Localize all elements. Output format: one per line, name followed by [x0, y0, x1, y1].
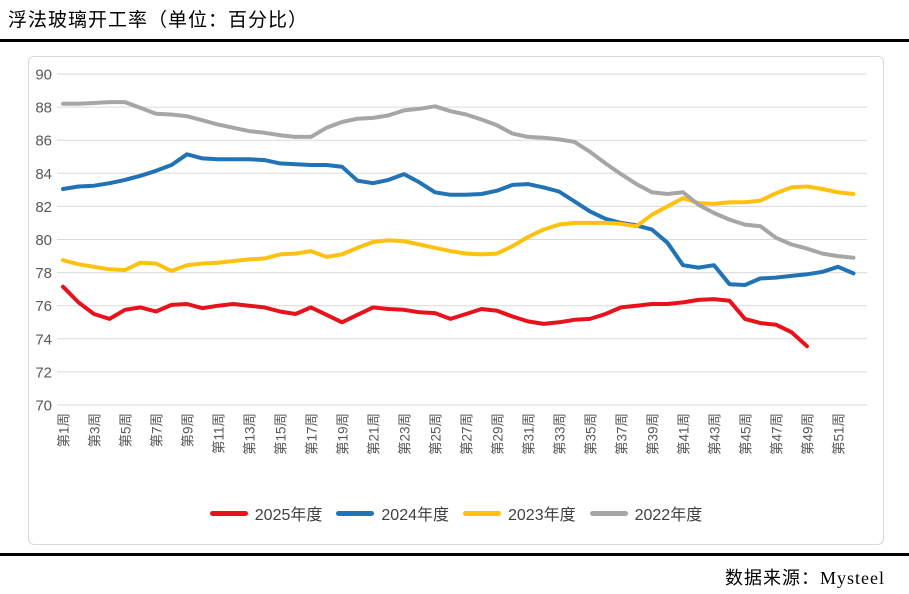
x-axis-labels: 第1周 第3周 第5周 第7周 第9周 第11周 第13周 第15周 第17周 第19周 第21周第… — [56, 413, 847, 455]
x-tick-label: 第9周 — [180, 413, 196, 448]
top-divider — [0, 39, 909, 42]
legend-item: 2022年度 — [589, 501, 703, 525]
x-tick-label: 第7周 — [149, 413, 165, 448]
legend-label: 2025年度 — [254, 507, 323, 524]
x-tick-label: 第33周 — [552, 413, 568, 455]
legend-item: 2025年度 — [209, 501, 323, 525]
x-tick-label: 第21周 — [366, 413, 382, 455]
gridlines — [57, 73, 867, 406]
bottom-divider — [0, 553, 909, 556]
legend-label: 2023年度 — [508, 507, 576, 524]
x-tick-label: 第39周 — [645, 413, 661, 455]
y-tick-label: 88 — [35, 100, 52, 117]
y-tick-label: 72 — [35, 364, 52, 381]
legend-label: 2022年度 — [634, 507, 703, 524]
y-tick-label: 80 — [35, 232, 52, 249]
legend-item: 2023年度 — [463, 501, 576, 525]
x-tick-label: 第51周 — [831, 413, 847, 455]
series-line-2024年度 — [61, 152, 856, 287]
x-tick-label: 第25周 — [428, 413, 444, 455]
x-tick-label: 第47周 — [769, 413, 785, 455]
y-tick-label: 78 — [35, 265, 52, 282]
y-tick-label: 86 — [35, 133, 52, 150]
legend-swatch-icon — [209, 510, 248, 516]
y-tick-label: 90 — [35, 67, 52, 84]
data-source: 数据来源：Mysteel — [725, 568, 885, 588]
x-tick-label: 第45周 — [738, 413, 754, 455]
x-tick-label: 第1周 — [56, 413, 72, 448]
x-tick-label: 第13周 — [242, 413, 258, 455]
legend: 2025年度 2024年度 2023年度 2022年度 — [29, 501, 883, 525]
legend-swatch-icon — [463, 510, 501, 516]
series-line-2023年度 — [61, 184, 856, 273]
y-tick-label: 82 — [35, 199, 52, 216]
y-tick-label: 74 — [35, 331, 52, 348]
x-tick-label: 第27周 — [459, 413, 475, 455]
y-tick-label: 84 — [35, 166, 52, 183]
x-tick-label: 第35周 — [583, 413, 599, 455]
series-line-2025年度 — [61, 284, 809, 349]
y-tick-label: 76 — [35, 298, 52, 315]
x-tick-label: 第29周 — [490, 413, 506, 455]
x-tick-label: 第3周 — [87, 413, 103, 448]
x-tick-label: 第41周 — [676, 413, 692, 455]
x-tick-label: 第37周 — [614, 413, 630, 455]
x-tick-label: 第15周 — [273, 413, 289, 455]
chart-container: 90 88 86 84 82 80 78 76 74 72 70 第1周 第3周 第5周 第7周 第9周 第11… — [28, 56, 884, 545]
legend-swatch-icon — [336, 510, 375, 516]
x-tick-label: 第19周 — [335, 413, 351, 455]
x-tick-label: 第11周 — [211, 413, 227, 454]
legend-swatch-icon — [589, 510, 628, 516]
x-tick-label: 第49周 — [800, 413, 816, 455]
x-tick-label: 第43周 — [707, 413, 723, 455]
legend-label: 2024年度 — [381, 507, 449, 524]
series-line-2022年度 — [61, 100, 856, 260]
chart-title: 浮法玻璃开工率（单位：百分比） — [8, 10, 309, 31]
legend-item: 2024年度 — [336, 501, 449, 525]
x-tick-label: 第23周 — [397, 413, 413, 455]
x-tick-label: 第31周 — [521, 413, 537, 455]
y-axis-labels: 90 88 86 84 82 80 78 76 74 72 70 — [35, 67, 52, 415]
y-tick-label: 70 — [35, 398, 52, 415]
x-tick-label: 第5周 — [118, 413, 134, 448]
x-tick-label: 第17周 — [304, 413, 320, 455]
